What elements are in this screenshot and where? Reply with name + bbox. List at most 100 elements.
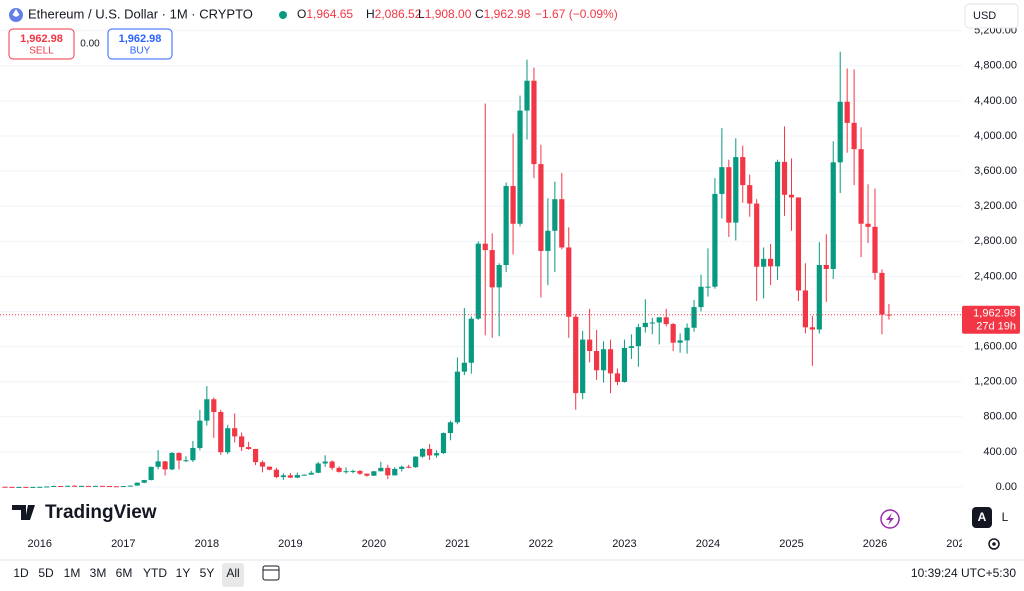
- candle-body: [545, 230, 551, 251]
- flash-glyph: [886, 513, 894, 525]
- x-tick-label: 2022: [529, 538, 553, 550]
- date-range-icon[interactable]: [262, 565, 280, 581]
- range-button[interactable]: All: [226, 566, 239, 580]
- candle-body: [774, 161, 781, 267]
- candle-body: [761, 258, 767, 267]
- price-axis: 0.00400.00800.001,200.001,600.002,000.00…: [962, 25, 1020, 493]
- range-button[interactable]: 3M: [90, 566, 107, 580]
- spread: 0.00: [80, 39, 100, 50]
- range-button[interactable]: 1M: [64, 566, 81, 580]
- ohlc-value: 1,962.98: [484, 7, 531, 21]
- candle-body: [768, 258, 774, 267]
- candle-body: [218, 411, 224, 453]
- candle-body: [802, 290, 808, 328]
- candle-body: [204, 399, 210, 421]
- ohlc-value: 2,086.52: [375, 7, 422, 21]
- candle-body: [496, 265, 502, 288]
- buy-label[interactable]: BUY: [130, 46, 151, 57]
- sell-button[interactable]: [8, 28, 75, 60]
- y-tick-label: 400.00: [983, 446, 1017, 458]
- x-tick-label: 2023: [612, 538, 636, 550]
- candle-body: [190, 447, 196, 461]
- symbol-title[interactable]: Ethereum / U.S. Dollar · 1M · CRYPTO: [28, 6, 253, 21]
- candle-body: [252, 449, 259, 463]
- candle-body: [531, 80, 537, 165]
- candle-body: [628, 346, 634, 348]
- candle-body: [162, 461, 168, 470]
- last-price-tag: [962, 305, 1020, 334]
- candle-body: [684, 327, 690, 341]
- candle-body: [169, 452, 175, 470]
- x-tick-label: 2026: [863, 538, 887, 550]
- sell-price[interactable]: 1,962.98: [20, 33, 63, 45]
- candle-body: [600, 349, 607, 371]
- candle-body: [461, 362, 467, 372]
- settings-icon-center: [992, 542, 996, 546]
- candle-body: [127, 485, 133, 487]
- y-tick-label: 2,800.00: [974, 235, 1017, 247]
- candle-body: [733, 157, 739, 223]
- candle-body: [872, 226, 878, 273]
- candle-body: [371, 471, 377, 476]
- candle-body: [468, 318, 474, 363]
- range-button[interactable]: YTD: [143, 566, 167, 580]
- candle-body: [287, 475, 293, 478]
- range-button[interactable]: 5D: [38, 566, 54, 580]
- x-tick-label: 2016: [28, 538, 52, 550]
- range-button[interactable]: 6M: [116, 566, 133, 580]
- y-tick-label: 1,600.00: [974, 341, 1017, 353]
- candle-body: [482, 243, 488, 251]
- log-scale[interactable]: L: [1002, 510, 1009, 524]
- candle-body: [113, 486, 119, 488]
- candle-body: [691, 307, 697, 328]
- candle-body: [781, 161, 788, 195]
- y-tick-label: 3,600.00: [974, 165, 1017, 177]
- ohlc-item: H2,086.52: [366, 7, 422, 21]
- last-price-label: 1,962.98: [973, 308, 1016, 320]
- range-button[interactable]: 1Y: [176, 566, 191, 580]
- candle-body: [788, 194, 795, 198]
- candle-body: [378, 467, 384, 472]
- ohlc-value: 1,908.00: [425, 7, 472, 21]
- candle-body: [246, 447, 252, 450]
- x-tick-label: 2021: [445, 538, 469, 550]
- candle-body: [266, 466, 273, 470]
- range-button[interactable]: 5Y: [200, 566, 215, 580]
- change: −1.67 (−0.09%): [535, 7, 618, 21]
- candle-body: [726, 167, 732, 223]
- sell-label[interactable]: SELL: [29, 46, 54, 57]
- range-button[interactable]: 1D: [13, 566, 29, 580]
- candle-body: [747, 185, 753, 204]
- candle-body: [357, 470, 363, 474]
- buy-button[interactable]: [107, 28, 173, 60]
- symbol-icon-glyph: [12, 9, 20, 17]
- logo-text[interactable]: TradingView: [45, 502, 157, 523]
- candle-body: [141, 480, 147, 483]
- buy-price[interactable]: 1,962.98: [119, 33, 162, 45]
- auto-scale-button[interactable]: [972, 507, 992, 528]
- y-tick-label: 2,400.00: [974, 270, 1017, 282]
- candle-body: [719, 167, 725, 194]
- candle-body: [670, 324, 676, 343]
- currency[interactable]: USD: [973, 10, 996, 22]
- x-tick-label: 2019: [278, 538, 302, 550]
- candle-body: [475, 243, 481, 319]
- candle-body: [510, 186, 516, 224]
- candle-body: [232, 428, 238, 437]
- candle-body: [795, 197, 802, 291]
- settings-icon[interactable]: [988, 538, 1000, 550]
- candle-body: [580, 339, 586, 394]
- candle-body: [392, 468, 398, 476]
- candle-body: [552, 199, 558, 231]
- candle-body: [16, 486, 22, 488]
- candle-body: [106, 486, 112, 488]
- auto-scale[interactable]: A: [978, 510, 987, 524]
- clock[interactable]: 10:39:24 UTC+5:30: [911, 566, 1016, 580]
- candle-body: [413, 456, 419, 468]
- candle-body: [642, 322, 648, 328]
- candle-body: [329, 461, 335, 468]
- candle-body: [656, 317, 662, 323]
- currency-select[interactable]: [964, 3, 1019, 29]
- candle-body: [301, 474, 307, 476]
